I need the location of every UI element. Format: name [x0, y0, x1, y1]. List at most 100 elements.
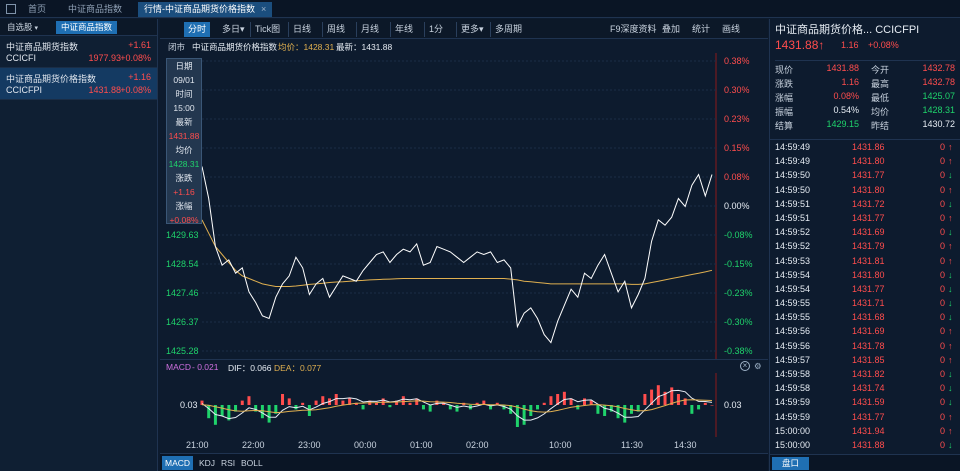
- tool-overlay[interactable]: 叠加: [662, 24, 681, 34]
- quote-price: 1431.88↑: [775, 38, 824, 52]
- tooltip-latest-label: 最新: [175, 117, 193, 127]
- y-right-tick: -0.08%: [724, 230, 753, 240]
- x-tick: 23:00: [298, 440, 321, 450]
- macd-bar: [663, 391, 667, 405]
- y-right-tick: 0.30%: [724, 85, 750, 95]
- quote-panel: 中证商品期货价格... CCICFPI 1431.88↑ 1.16 +0.08%…: [769, 19, 960, 471]
- macd-bar: [482, 400, 486, 405]
- gear-icon[interactable]: ⚙: [754, 361, 762, 371]
- tick-volume: 0: [940, 340, 946, 351]
- watchlist-item-ccicfpi[interactable]: 中证商品期货价格指数 +1.16 CCICFPI 1431.88 +0.08%: [0, 68, 157, 100]
- tick-time: 14:59:52: [775, 241, 811, 252]
- macd-bar: [549, 396, 553, 405]
- tooltip-avg-value: 1428.31: [168, 159, 200, 169]
- tool-monthly[interactable]: 月线: [356, 22, 383, 37]
- tool-stats[interactable]: 统计: [692, 24, 711, 34]
- tab-home[interactable]: 首页: [28, 4, 47, 14]
- watchlist-header: 自选股 ▾ 中证商品指数: [0, 19, 157, 36]
- quote-pct: +0.08%: [868, 40, 899, 50]
- tooltip-pct-label: 涨幅: [175, 201, 193, 211]
- tick-time: 14:59:56: [775, 326, 811, 337]
- quote-panel-footer: 盘口: [770, 454, 960, 471]
- tick-time: 14:59:54: [775, 283, 811, 294]
- self-select-dropdown[interactable]: 自选股 ▾: [2, 21, 43, 34]
- tick-row: 14:59:50 1431.80 0 ↑: [770, 183, 960, 197]
- macd-bar: [240, 400, 244, 405]
- tick-time: 14:59:56: [775, 340, 811, 351]
- tool-more[interactable]: 更多▾: [456, 22, 488, 37]
- macd-bar: [348, 398, 352, 405]
- tick-volume: 0: [940, 198, 946, 209]
- home-icon[interactable]: [6, 4, 16, 14]
- macd-bar: [603, 405, 607, 416]
- tick-time: 15:00:00: [775, 439, 811, 450]
- order-book-button[interactable]: 盘口: [772, 457, 810, 470]
- macd-bar: [489, 405, 493, 410]
- macd-bar: [281, 394, 285, 405]
- tick-time: 14:59:51: [775, 212, 811, 223]
- dif-value: DIF：0.066: [228, 363, 272, 373]
- tool-draw[interactable]: 画线: [722, 24, 741, 34]
- tool-daily[interactable]: 日线: [288, 22, 315, 37]
- intraday-chart[interactable]: 0.38% 0.30% 0.23% 0.15% 0.08% 0.00% -0.08% -0.1…: [160, 53, 768, 359]
- tool-f9-info[interactable]: F9深度资料: [610, 24, 657, 34]
- tick-volume: 0: [940, 283, 946, 294]
- y-right-tick: 0.08%: [724, 172, 750, 182]
- tab-quote-ccicfpi[interactable]: 行情-中证商品期货价格指数 ×: [138, 2, 273, 17]
- sector-button[interactable]: 中证商品指数: [56, 21, 118, 34]
- quote-stats: 现价 1431.88 今开 1432.78 涨跌 1.16 最高 1432.78…: [775, 60, 956, 131]
- y-right-tick: -0.38%: [724, 346, 753, 356]
- tick-row: 14:59:53 1431.81 0 ↑: [770, 254, 960, 268]
- indicator-tab-boll[interactable]: BOLL: [241, 458, 263, 468]
- item-change: +1.16: [128, 72, 151, 82]
- tool-multi-day[interactable]: 多日▾: [218, 22, 249, 37]
- tool-tick[interactable]: Tick图: [250, 22, 284, 37]
- arrow-down-icon: ↓: [948, 369, 953, 379]
- tick-volume: 0: [940, 241, 946, 252]
- macd-bar: [334, 394, 338, 405]
- macd-bar: [408, 402, 412, 405]
- tab-ccic-index[interactable]: 中证商品指数: [68, 4, 123, 14]
- watchlist-item-ccicfi[interactable]: 中证商品期货指数 +1.61 CCICFI 1977.93 +0.08%: [0, 36, 157, 68]
- item-pct: +0.08%: [120, 85, 151, 95]
- tick-row: 14:59:49 1431.80 0 ↑: [770, 154, 960, 168]
- stat-label: 最高: [871, 79, 890, 89]
- tick-volume: 0: [940, 326, 946, 337]
- macd-bar: [609, 405, 613, 412]
- macd-bar: [643, 394, 647, 405]
- arrow-up-icon: ↑: [948, 326, 953, 337]
- item-change: +1.61: [128, 40, 151, 50]
- close-icon[interactable]: ×: [740, 361, 750, 371]
- arrow-up-icon: ↑: [948, 425, 953, 436]
- arrow-up-icon: ↑: [948, 411, 953, 422]
- arrow-up-icon: ↑: [948, 184, 953, 195]
- macd-bar: [361, 405, 365, 410]
- x-tick: 11:30: [621, 440, 643, 450]
- indicator-tab-kdj[interactable]: KDJ: [199, 458, 216, 468]
- tool-1min[interactable]: 1分: [424, 22, 447, 37]
- item-name: 中证商品期货指数: [6, 42, 79, 52]
- tick-volume: 0: [940, 312, 946, 323]
- close-icon[interactable]: ×: [261, 4, 267, 14]
- tool-intraday[interactable]: 分时: [184, 22, 211, 37]
- tick-volume: 0: [940, 411, 946, 422]
- macd-bar: [583, 398, 586, 405]
- tool-weekly[interactable]: 周线: [322, 22, 349, 37]
- indicator-tab-rsi[interactable]: RSI: [221, 458, 236, 468]
- macd-bar: [542, 402, 546, 405]
- tick-row: 15:00:00 1431.94 0 ↑: [770, 424, 960, 438]
- indicator-tab-macd[interactable]: MACD: [162, 456, 194, 470]
- tool-yearly[interactable]: 年线: [390, 22, 417, 37]
- tick-row: 14:59:58 1431.82 0 ↓: [770, 367, 960, 381]
- tick-volume: 0: [940, 142, 946, 152]
- macd-chart: 0.03 0.03: [180, 373, 742, 437]
- macd-bar: [650, 389, 654, 405]
- arrow-up-icon: ↑: [948, 241, 953, 252]
- tick-price: 1431.68: [852, 312, 885, 323]
- x-tick: 22:00: [242, 440, 265, 450]
- item-code: CCICFI: [6, 53, 36, 63]
- tick-row: 14:59:55 1431.71 0 ↓: [770, 296, 960, 310]
- tooltip-avg-label: 均价: [175, 145, 193, 155]
- stat-label: 结算: [775, 121, 794, 131]
- tool-multi-period[interactable]: 多周期: [490, 22, 526, 37]
